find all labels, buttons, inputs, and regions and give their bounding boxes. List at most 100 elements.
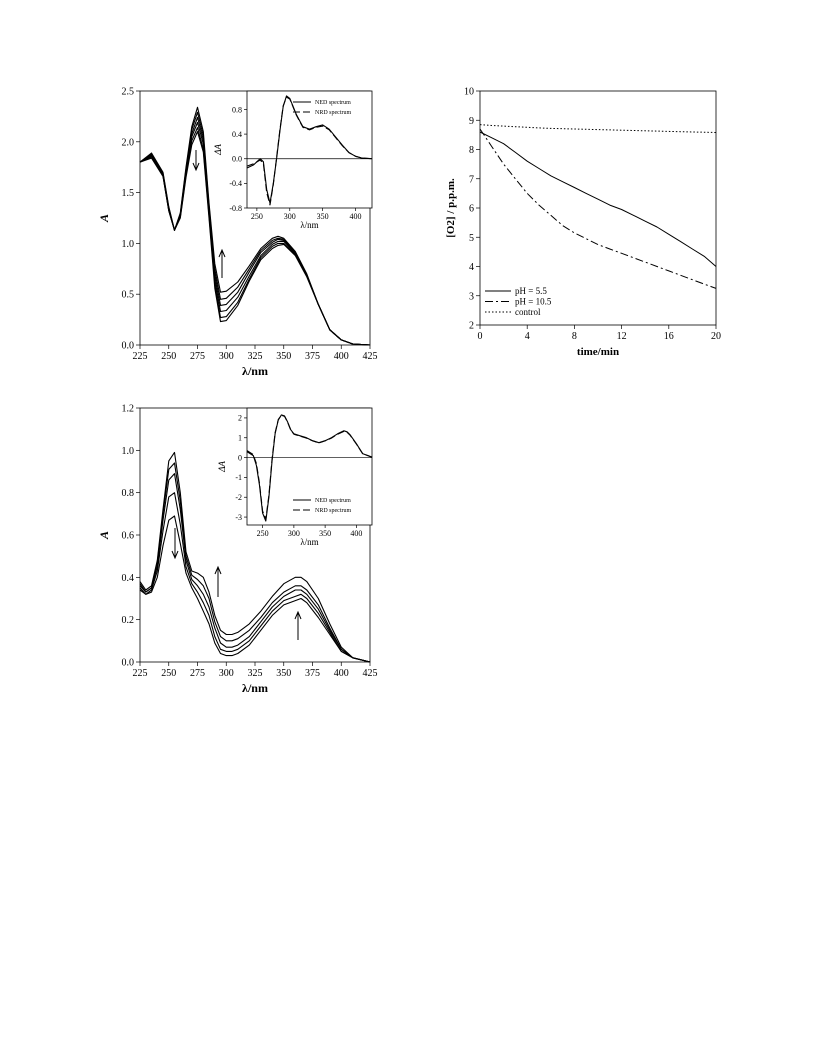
bl-x-tick-label: 275	[190, 668, 205, 679]
bl-series-line	[139, 515, 371, 663]
bl-inset-y-tick-label: 0	[238, 453, 242, 462]
tl-y-axis-label: A	[97, 214, 111, 223]
bl-inset-y-tick-label: -1	[235, 473, 242, 482]
tl-inset-y-tick-label: -0.8	[229, 204, 242, 213]
chart-bottom-left-plot: 225 250 275 300 325 350 375 400 425 0.0 0.2 0.4 0.6 0…	[97, 404, 378, 696]
bl-inset-series-line	[246, 414, 373, 522]
bl-inset-y-tick-label: -3	[235, 513, 242, 522]
tl-x-tick-label: 425	[363, 351, 378, 362]
tl-arrow-down-head	[192, 162, 200, 172]
tl-inset-x-axis-label: λ/nm	[300, 220, 318, 230]
tl-x-tick-label: 350	[276, 351, 291, 362]
r-y-tick-label: 2	[469, 321, 474, 332]
chart-bottom-left: 225 250 275 300 325 350 375 400 425 0.0 0.2 0.4 0.6 0…	[97, 404, 378, 696]
bl-x-tick-label: 225	[133, 668, 148, 679]
r-y-axis-label: [O2] / p.p.m.	[445, 178, 457, 238]
chart-top-left-plot: 225 250 275 300 325 350 375 400 425 0.0 0.5 1.0 1.5 2…	[97, 87, 378, 379]
tl-inset-legend-label: NRD spectrum	[315, 110, 351, 116]
tl-y-tick-label: 0.0	[122, 341, 135, 352]
bl-arrow-down-head	[171, 550, 179, 560]
chart-right-plot: 0 4 8 12 16 20 2 3 4 5 6 7 8 9 10 time/min [O2] / p.p.m.…	[445, 87, 721, 359]
tl-x-tick-label: 300	[219, 351, 234, 362]
bl-x-tick-label: 250	[161, 668, 176, 679]
bl-y-tick-label: 0.0	[122, 658, 135, 669]
r-legend-label: pH = 5.5	[515, 286, 547, 296]
r-legend-label: control	[515, 307, 541, 317]
tl-x-tick-label: 275	[190, 351, 205, 362]
r-y-tick-label: 9	[469, 116, 474, 127]
bl-x-tick-label: 425	[363, 668, 378, 679]
bl-inset-series-line	[246, 414, 373, 520]
chart-bottom-left-inset: 250 300 350 400 -3 -2 -1 0 1 2 λ/nm ΔA NED spectrum N…	[217, 407, 373, 547]
bl-y-tick-label: 0.6	[122, 531, 135, 542]
tl-inset-x-tick-label: 250	[251, 212, 263, 221]
bl-series-line	[139, 451, 371, 663]
bl-x-tick-label: 300	[219, 668, 234, 679]
tl-inset-x-tick-label: 350	[317, 212, 329, 221]
bl-arrow-up-right-head	[294, 610, 302, 620]
bl-x-axis-label: λ/nm	[242, 681, 268, 695]
tl-inset-y-tick-label: -0.4	[229, 179, 242, 188]
bl-y-tick-label: 1.0	[122, 446, 135, 457]
bl-series-line	[139, 473, 371, 663]
tl-x-tick-label: 400	[334, 351, 349, 362]
tl-x-tick-label: 375	[305, 351, 320, 362]
tl-y-tick-label: 1.5	[122, 188, 135, 199]
bl-x-tick-label: 375	[305, 668, 320, 679]
bl-inset-x-tick-label: 400	[350, 529, 362, 538]
bl-series-line	[139, 462, 371, 663]
bl-y-tick-label: 0.4	[122, 573, 135, 584]
bl-inset-legend-label: NED spectrum	[315, 498, 351, 504]
bl-x-tick-label: 325	[248, 668, 263, 679]
r-y-tick-label: 10	[464, 87, 474, 98]
bl-inset-y-tick-label: 1	[238, 434, 242, 443]
tl-inset-y-tick-label: 0.0	[232, 155, 242, 164]
bl-inset-x-tick-label: 350	[319, 529, 331, 538]
chart-top-left: 225 250 275 300 325 350 375 400 425 0.0 0.5 1.0 1.5 2…	[97, 87, 378, 379]
r-x-tick-label: 20	[711, 331, 721, 342]
tl-y-tick-label: 1.0	[122, 239, 135, 250]
bl-inset-y-tick-label: -2	[235, 493, 242, 502]
bl-y-tick-label: 0.8	[122, 488, 135, 499]
tl-x-tick-label: 225	[133, 351, 148, 362]
tl-arrow-up-head	[218, 248, 226, 258]
tl-x-tick-label: 325	[248, 351, 263, 362]
bl-arrow-up-head	[214, 565, 222, 575]
r-x-tick-label: 8	[572, 331, 577, 342]
bl-inset-x-tick-label: 250	[257, 529, 269, 538]
tl-y-tick-label: 2.5	[122, 87, 135, 98]
r-series-line	[479, 131, 717, 267]
r-y-tick-label: 4	[469, 262, 474, 273]
tl-series-line	[139, 131, 371, 346]
tl-inset-x-tick-label: 400	[350, 212, 362, 221]
bl-y-tick-label: 0.2	[122, 615, 135, 626]
tl-inset-y-tick-label: 0.4	[232, 130, 242, 139]
r-x-tick-label: 4	[525, 331, 530, 342]
tl-inset-legend-label: NED spectrum	[315, 100, 351, 106]
bl-y-axis-label: A	[97, 531, 111, 540]
tl-inset-y-tick-label: 0.8	[232, 105, 242, 114]
tl-y-tick-label: 0.5	[122, 290, 135, 301]
r-y-tick-label: 8	[469, 145, 474, 156]
tl-inset-x-tick-label: 300	[284, 212, 296, 221]
bl-y-tick-label: 1.2	[122, 404, 135, 415]
bl-inset-x-axis-label: λ/nm	[300, 537, 318, 547]
r-legend-label: pH = 10.5	[515, 297, 552, 307]
r-y-tick-label: 5	[469, 233, 474, 244]
tl-x-axis-label: λ/nm	[242, 364, 268, 378]
chart-right: 0 4 8 12 16 20 2 3 4 5 6 7 8 9 10 time/min [O2] / p.p.m.…	[445, 87, 721, 359]
r-y-tick-label: 3	[469, 291, 474, 302]
r-y-tick-label: 6	[469, 204, 474, 215]
r-series-line	[479, 128, 717, 289]
bl-series-line	[139, 492, 371, 663]
bl-inset-frame	[246, 407, 373, 526]
tl-inset-y-axis-label: ΔA	[213, 144, 223, 156]
r-x-tick-label: 16	[664, 331, 674, 342]
chart-top-left-inset: 250 300 350 400 -0.8 -0.4 0.0 0.4 0.8 λ/nm ΔA NED s…	[213, 90, 373, 230]
tl-x-tick-label: 250	[161, 351, 176, 362]
bl-x-tick-label: 400	[334, 668, 349, 679]
r-series-line	[479, 124, 717, 133]
bl-x-tick-label: 350	[276, 668, 291, 679]
r-x-axis-label: time/min	[577, 346, 619, 358]
